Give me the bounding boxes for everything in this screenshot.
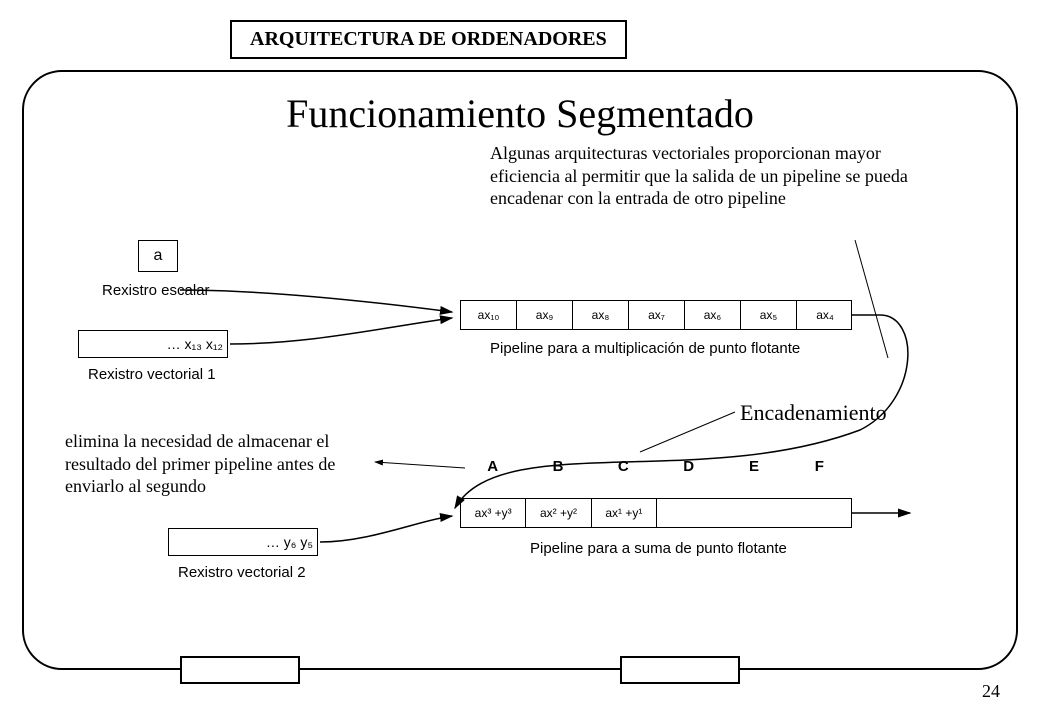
footer-box-right [620,656,740,684]
mul-pipeline-cell: ax₅ [741,301,797,329]
stage-label: D [656,458,721,475]
mul-pipeline-cell: ax₈ [573,301,629,329]
add-pipeline-cell [657,499,722,527]
multiply-pipeline-caption: Pipeline para a multiplicación de punto … [490,340,800,357]
add-pipeline-cell [722,499,787,527]
pipeline-diagram: a Rexistro escalar … x₁₃ x₁₂ Rexistro ve… [60,240,960,620]
scalar-register-label: Rexistro escalar [102,282,210,299]
scalar-register-box: a [138,240,178,272]
vector-register-2-label: Rexistro vectorial 2 [178,564,306,581]
course-header: ARQUITECTURA DE ORDENADORES [230,20,627,59]
pipeline-stage-labels: ABCDEF [460,458,852,475]
add-pipeline-cell: ax² +y² [526,499,591,527]
mul-pipeline-cell: ax₆ [685,301,741,329]
multiply-pipeline: ax₁₀ax₉ax₈ax₇ax₆ax₅ax₄ [460,300,852,330]
vector-register-1-label: Rexistro vectorial 1 [88,366,216,383]
mul-pipeline-cell: ax₄ [797,301,853,329]
slide-title: Funcionamiento Segmentado [0,90,1040,137]
vector-register-1: … x₁₃ x₁₂ [78,330,228,358]
stage-label: B [525,458,590,475]
add-pipeline-cell: ax³ +y³ [461,499,526,527]
mul-pipeline-cell: ax₇ [629,301,685,329]
footer-box-left [180,656,300,684]
stage-label: A [460,458,525,475]
annotation-top: Algunas arquitecturas vectoriales propor… [490,142,920,210]
add-pipeline-cell [788,499,853,527]
vector-register-2: … y₆ y₅ [168,528,318,556]
add-pipeline: ax³ +y³ax² +y²ax¹ +y¹ [460,498,852,528]
page-number: 24 [982,681,1000,702]
stage-label: E [721,458,786,475]
mul-pipeline-cell: ax₁₀ [461,301,517,329]
stage-label: F [787,458,852,475]
add-pipeline-cell: ax¹ +y¹ [592,499,657,527]
stage-label: C [591,458,656,475]
mul-pipeline-cell: ax₉ [517,301,573,329]
add-pipeline-caption: Pipeline para a suma de punto flotante [530,540,787,557]
